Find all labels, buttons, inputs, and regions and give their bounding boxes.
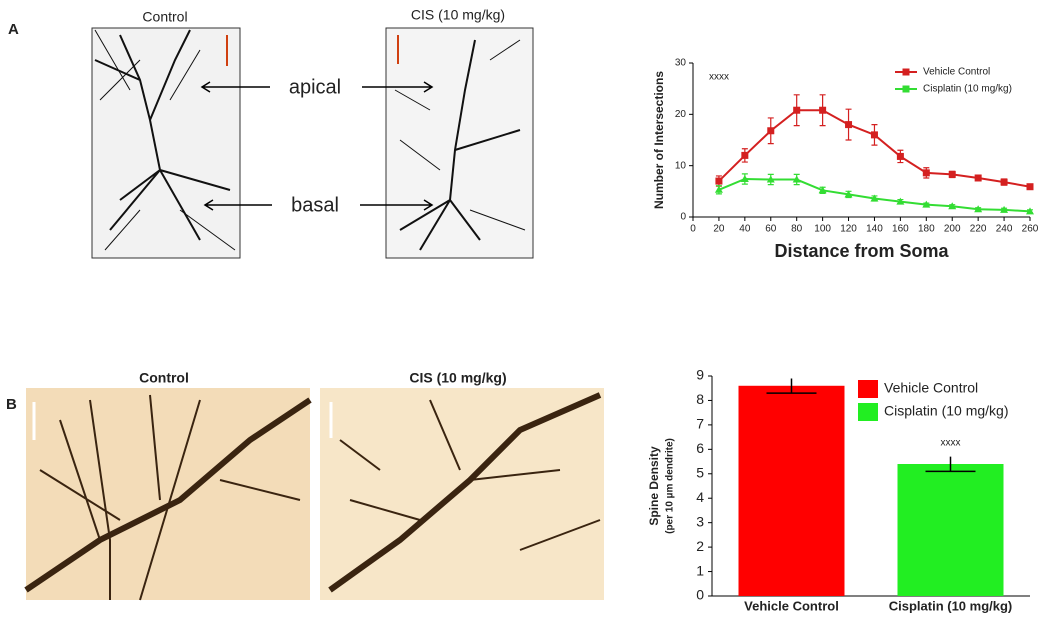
marker: [974, 205, 983, 213]
legend-label: Vehicle Control: [884, 380, 978, 396]
image-title: CIS (10 mg/kg): [409, 370, 506, 386]
marker: [974, 174, 982, 182]
marker: [766, 175, 775, 183]
x-tick-label: 20: [713, 224, 725, 235]
y-axis-label: Number of Intersections: [652, 71, 666, 209]
y-tick-label: 9: [696, 367, 704, 383]
legend-label: Cisplatin (10 mg/kg): [884, 403, 1009, 419]
marker: [896, 152, 904, 160]
marker: [870, 131, 878, 139]
y-tick-label: 4: [696, 489, 704, 505]
annotation: xxxx: [941, 437, 961, 448]
bar: [897, 464, 1004, 596]
marker: [922, 200, 931, 208]
x-tick-label: 100: [814, 224, 831, 235]
marker: [844, 190, 853, 198]
image-title: Control: [142, 9, 187, 25]
x-tick-label: Cisplatin (10 mg/kg): [889, 598, 1013, 613]
micrograph: [385, 27, 534, 259]
y-tick-label: 0: [696, 587, 704, 603]
legend-swatch: [858, 380, 878, 398]
x-tick-label: 0: [690, 224, 696, 235]
y-tick-label: 0: [680, 212, 686, 223]
marker: [896, 197, 905, 205]
marker: [1000, 205, 1009, 213]
marker: [818, 186, 827, 194]
x-tick-label: Vehicle Control: [744, 598, 839, 613]
y-tick-label: 30: [675, 58, 687, 69]
panel-label: A: [8, 21, 19, 38]
y-tick-label: 8: [696, 391, 704, 407]
marker: [948, 170, 956, 178]
error-bar: [766, 378, 817, 394]
legend-swatch: [902, 68, 910, 76]
panel-label: B: [6, 396, 17, 413]
marker: [715, 177, 723, 185]
arrow-label: basal: [291, 194, 339, 216]
marker: [793, 106, 801, 114]
legend-label: Vehicle Control: [923, 67, 990, 78]
x-tick-label: 60: [765, 224, 777, 235]
x-tick-label: 220: [970, 224, 987, 235]
y-tick-label: 7: [696, 416, 704, 432]
marker: [740, 175, 749, 183]
marker: [922, 169, 930, 177]
marker: [1000, 178, 1008, 186]
marker: [714, 185, 723, 193]
marker: [792, 175, 801, 183]
y-tick-label: 6: [696, 440, 704, 456]
y-tick-label: 20: [675, 109, 687, 120]
marker: [845, 121, 853, 129]
arrow-label: apical: [289, 76, 341, 98]
y-tick-label: 5: [696, 464, 704, 480]
y-tick-label: 10: [675, 160, 687, 171]
micrograph: [91, 27, 241, 259]
image-title: Control: [139, 370, 189, 386]
y-axis-sublabel: (per 10 µm dendrite): [665, 438, 676, 534]
micrograph: [24, 388, 312, 601]
series-line: [718, 109, 1031, 188]
x-tick-label: 240: [996, 224, 1013, 235]
y-tick-label: 2: [696, 538, 704, 554]
marker: [1026, 207, 1034, 215]
marker: [767, 127, 775, 135]
x-tick-label: 80: [791, 224, 803, 235]
x-tick-label: 140: [866, 224, 883, 235]
bar: [738, 385, 845, 596]
marker: [1026, 183, 1034, 191]
x-tick-label: 180: [918, 224, 935, 235]
marker: [819, 106, 827, 114]
y-tick-label: 1: [696, 562, 704, 578]
legend-label: Cisplatin (10 mg/kg): [923, 84, 1012, 95]
marker: [870, 194, 879, 202]
marker: [741, 151, 749, 159]
x-tick-label: 200: [944, 224, 961, 235]
x-tick-label: 160: [892, 224, 909, 235]
y-axis-label: Spine Density: [647, 446, 661, 526]
micrograph: [320, 388, 604, 600]
x-axis-label: Distance from Soma: [774, 241, 949, 261]
x-tick-label: 120: [840, 224, 857, 235]
error-bar: [925, 456, 976, 473]
legend-swatch: [902, 85, 910, 93]
y-tick-label: 3: [696, 513, 704, 529]
marker: [948, 202, 957, 210]
legend-swatch: [858, 403, 878, 421]
annotation: xxxx: [709, 72, 729, 83]
arrows: [200, 81, 434, 211]
x-tick-label: 260: [1022, 224, 1039, 235]
x-tick-label: 40: [739, 224, 751, 235]
image-title: CIS (10 mg/kg): [411, 7, 505, 23]
